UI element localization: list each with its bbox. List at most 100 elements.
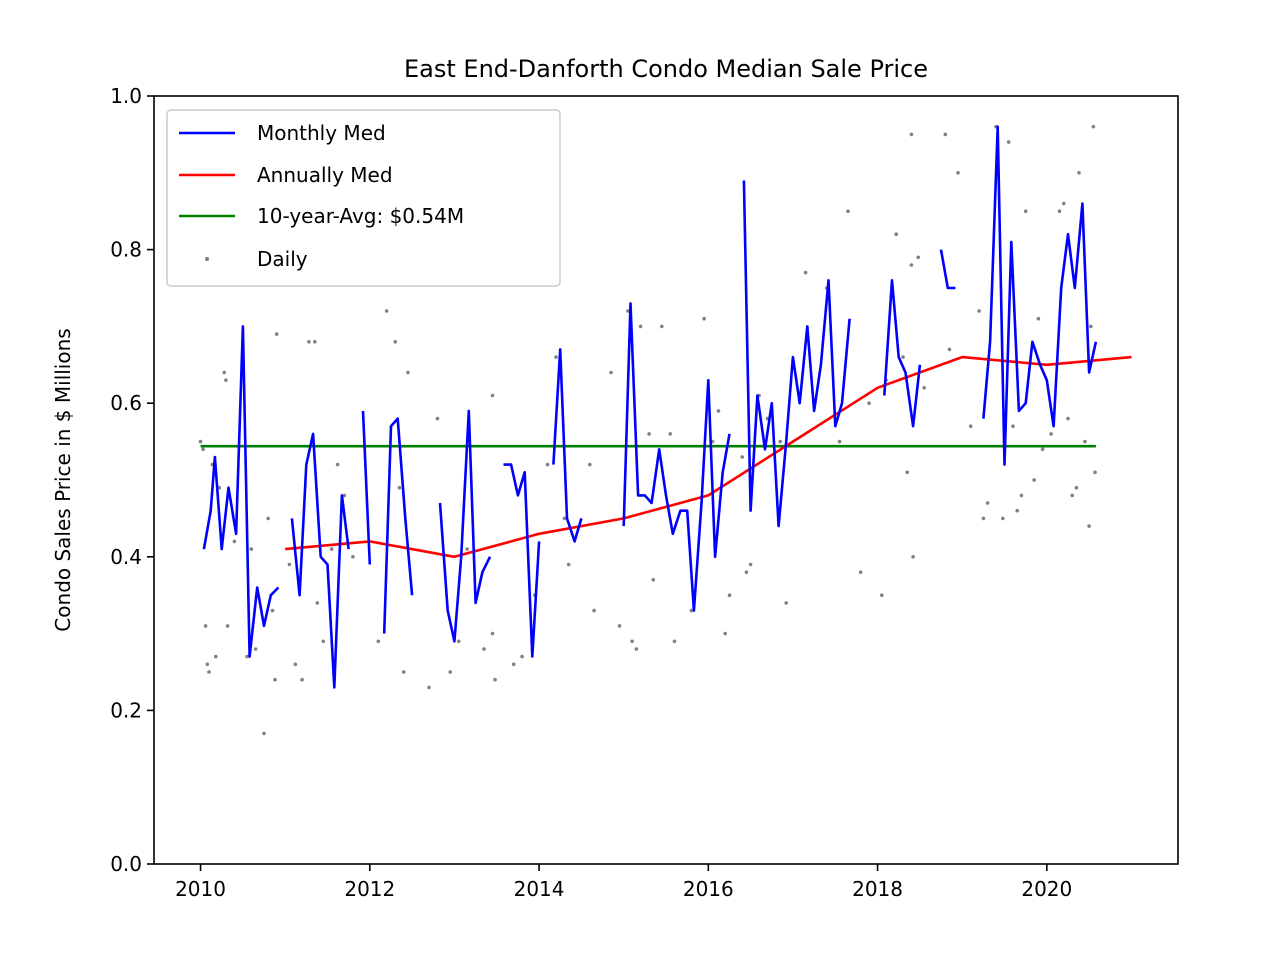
x-tick-label: 2020 xyxy=(1021,877,1072,901)
daily-point xyxy=(203,624,208,628)
daily-point xyxy=(894,232,898,236)
legend-marker-daily xyxy=(205,257,209,261)
daily-point xyxy=(266,516,271,521)
daily-point xyxy=(905,470,909,475)
daily-point xyxy=(846,209,850,213)
daily-point xyxy=(482,647,486,651)
daily-point xyxy=(511,662,516,667)
daily-point xyxy=(222,370,226,375)
daily-point xyxy=(520,654,524,659)
annually-med-line xyxy=(285,355,1132,559)
y-tick-label: 0.4 xyxy=(110,545,142,569)
daily-point xyxy=(562,516,567,521)
daily-point xyxy=(858,570,863,574)
monthly-med-line xyxy=(883,278,922,428)
y-tick-label: 0.2 xyxy=(110,698,142,722)
daily-point xyxy=(837,439,842,444)
monthly-med-line xyxy=(939,249,956,290)
daily-point xyxy=(376,639,381,644)
legend-label: Daily xyxy=(257,247,308,271)
daily-point xyxy=(651,578,656,582)
monthly-med-line xyxy=(982,125,1098,466)
daily-point xyxy=(1074,485,1079,490)
daily-point xyxy=(647,432,651,436)
daily-point xyxy=(634,647,639,651)
daily-point xyxy=(740,455,744,459)
daily-point xyxy=(1036,316,1041,321)
x-tick-label: 2016 xyxy=(683,877,734,901)
y-axis-label: Condo Sales Price in $ Millions xyxy=(51,328,75,631)
daily-point xyxy=(1077,171,1081,175)
daily-point xyxy=(867,401,871,406)
daily-point xyxy=(1011,424,1015,429)
daily-point xyxy=(909,263,914,267)
daily-point xyxy=(329,547,334,551)
y-tick-label: 0.8 xyxy=(110,238,142,262)
daily-point xyxy=(232,539,237,544)
daily-point xyxy=(1087,524,1091,528)
axes: 2010 2012 2014 2016 2018 2020 0.0 0.2 0.4 0.6 0.8 1… xyxy=(110,84,1179,901)
daily-point xyxy=(956,171,960,175)
daily-point xyxy=(672,639,677,644)
daily-point xyxy=(981,516,986,521)
plot-area xyxy=(198,124,1132,736)
daily-point xyxy=(198,439,203,444)
daily-point xyxy=(270,608,275,613)
daily-point xyxy=(300,677,304,682)
x-tick-label: 2014 xyxy=(514,877,565,901)
daily-point xyxy=(225,624,230,628)
daily-point xyxy=(1057,209,1062,213)
daily-point xyxy=(1062,201,1066,206)
daily-point xyxy=(985,501,990,505)
daily-point xyxy=(977,309,981,313)
daily-point xyxy=(293,662,298,667)
daily-point xyxy=(307,340,311,344)
daily-point xyxy=(393,340,398,344)
daily-point xyxy=(748,562,753,567)
y-tick-label: 0.6 xyxy=(110,391,142,415)
daily-point xyxy=(1015,508,1019,513)
daily-point xyxy=(1091,124,1096,129)
daily-point xyxy=(592,608,596,613)
daily-point xyxy=(1006,140,1011,144)
daily-point xyxy=(262,731,266,736)
daily-point xyxy=(335,462,340,467)
daily-point xyxy=(630,639,634,644)
monthly-med-line xyxy=(438,409,492,643)
daily-point xyxy=(273,677,277,682)
daily-point xyxy=(397,485,402,490)
daily-point xyxy=(803,270,808,275)
daily-point xyxy=(493,677,497,682)
daily-point xyxy=(660,324,664,329)
legend-label: Monthly Med xyxy=(257,121,386,145)
daily-point xyxy=(778,439,782,444)
daily-point xyxy=(1001,516,1005,521)
daily-point xyxy=(723,631,727,636)
monthly-med-line xyxy=(622,302,731,612)
daily-point xyxy=(727,593,732,597)
daily-point xyxy=(588,462,592,467)
daily-point xyxy=(909,132,914,137)
daily-point xyxy=(287,562,292,567)
daily-point xyxy=(207,670,211,674)
daily-point xyxy=(1049,432,1053,436)
daily-point xyxy=(1083,439,1087,444)
daily-point xyxy=(702,316,706,321)
legend: Monthly Med Annually Med 10-year-Avg: $0.5… xyxy=(166,109,561,287)
daily-point xyxy=(911,555,915,559)
plot-frame xyxy=(153,95,1179,865)
daily-point xyxy=(784,601,788,605)
daily-point xyxy=(617,624,622,628)
daily-point xyxy=(689,608,694,613)
legend-label: Annually Med xyxy=(257,163,393,187)
daily-point xyxy=(1023,209,1028,213)
daily-point xyxy=(1019,493,1024,498)
x-tick-label: 2010 xyxy=(175,877,226,901)
daily-point xyxy=(490,393,495,398)
daily-point xyxy=(638,324,643,329)
daily-point xyxy=(406,370,410,375)
daily-point xyxy=(943,132,948,137)
daily-point xyxy=(609,370,613,375)
daily-point xyxy=(1032,478,1036,482)
daily-point xyxy=(922,386,926,390)
